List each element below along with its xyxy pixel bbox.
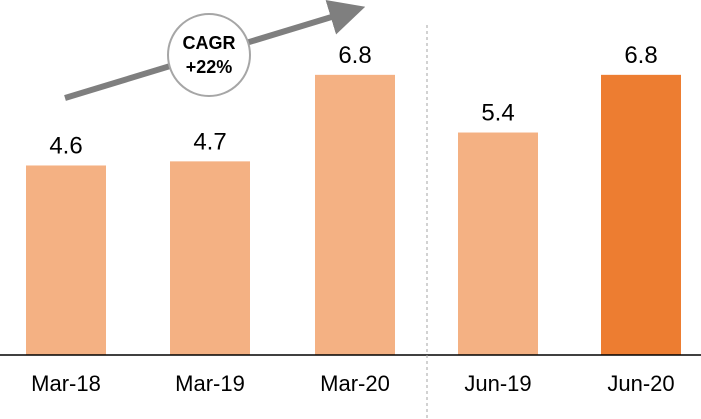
bar-jun-19 (458, 132, 538, 355)
bars-group (26, 74, 681, 355)
cagr-circle (167, 13, 251, 97)
bar-jun-20 (601, 74, 681, 355)
category-labels-group: Mar-18 Mar-19 Mar-20 Jun-19 Jun-20 (31, 371, 674, 396)
bar-mar-20 (315, 74, 395, 355)
value-label-jun-19: 5.4 (481, 100, 514, 127)
cagr-value: +22% (186, 57, 233, 77)
bar-mar-18 (26, 165, 106, 355)
cagr-label: CAGR (183, 33, 236, 53)
category-label-jun-20: Jun-20 (607, 371, 674, 396)
value-label-jun-20: 6.8 (624, 42, 657, 69)
bar-mar-19 (170, 161, 250, 355)
value-labels-group: 4.6 4.7 6.8 5.4 6.8 (49, 42, 657, 160)
category-label-mar-20: Mar-20 (320, 371, 390, 396)
category-label-jun-19: Jun-19 (464, 371, 531, 396)
value-label-mar-19: 4.7 (193, 128, 226, 155)
category-label-mar-19: Mar-19 (175, 371, 245, 396)
cagr-annotation: CAGR +22% (64, 0, 366, 101)
category-label-mar-18: Mar-18 (31, 371, 101, 396)
value-label-mar-18: 4.6 (49, 132, 82, 159)
value-label-mar-20: 6.8 (338, 42, 371, 69)
